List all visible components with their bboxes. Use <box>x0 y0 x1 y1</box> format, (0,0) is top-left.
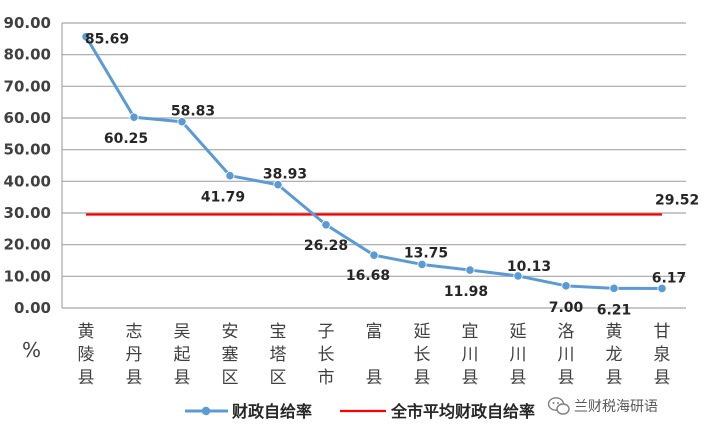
data-label: 41.79 <box>201 190 245 206</box>
x-category-label: 子长市 <box>318 322 335 388</box>
y-tick-label: 20.00 <box>4 236 51 254</box>
average-value-label: 29.52 <box>655 193 699 209</box>
x-category-label: 黄陵县 <box>78 322 95 388</box>
y-tick-label: 10.00 <box>4 267 51 285</box>
legend: 财政自给率 全市平均财政自给率 <box>185 402 535 421</box>
data-point <box>321 220 331 230</box>
data-label: 60.25 <box>104 131 148 147</box>
legend-marker <box>201 406 211 416</box>
x-category-label: 宜川县 <box>462 322 479 388</box>
data-label: 11.98 <box>444 284 488 300</box>
x-category-label: 富县 <box>366 322 383 388</box>
series-group <box>81 32 667 294</box>
data-point <box>369 250 379 260</box>
x-category-label: 延长县 <box>414 322 431 388</box>
x-axis-categories: 黄陵县 志丹县 吴起县 安塞区 宝塔区 子长市 富县 延长县 宜川县 延川县 洛川县 黄龙县 甘泉县 <box>78 322 671 388</box>
data-labels: 85.69 60.25 58.83 41.79 38.93 26.28 16.68 13.75… <box>85 32 686 319</box>
x-category-label: 洛川县 <box>558 322 575 388</box>
data-label: 58.83 <box>171 104 215 120</box>
x-category-label: 宝塔区 <box>270 322 287 388</box>
y-tick-label: 60.00 <box>4 109 51 127</box>
data-point <box>513 271 523 281</box>
x-category-label: 吴起县 <box>174 322 191 388</box>
data-label: 10.13 <box>507 259 551 275</box>
data-point <box>465 265 475 275</box>
x-category-label: 安塞区 <box>222 322 239 388</box>
x-category-label: 甘泉县 <box>654 322 671 388</box>
y-axis-ticks: 0.00 10.00 20.00 30.00 40.00 50.00 60.00 70.00 8… <box>4 14 51 317</box>
data-point <box>177 117 187 127</box>
legend-label-series: 财政自给率 <box>231 402 312 421</box>
data-point <box>225 171 235 181</box>
data-point <box>273 180 283 190</box>
legend-label-average: 全市平均财政自给率 <box>390 402 535 421</box>
data-point <box>657 283 667 294</box>
data-label: 6.17 <box>652 270 687 286</box>
average-line-group: 29.52 <box>86 193 699 216</box>
y-tick-label: 90.00 <box>4 14 51 32</box>
y-tick-label: 40.00 <box>4 172 51 190</box>
data-label: 13.75 <box>404 245 448 261</box>
y-unit-label: % <box>22 338 41 362</box>
data-point <box>609 283 619 293</box>
watermark-text: 兰财税海研语 <box>574 399 658 415</box>
data-point <box>81 32 91 42</box>
data-label: 26.28 <box>304 238 348 254</box>
x-category-label: 延川县 <box>510 322 527 388</box>
gridlines <box>61 22 686 309</box>
data-label: 7.00 <box>549 300 584 316</box>
data-label: 6.21 <box>597 302 632 318</box>
y-tick-label: 0.00 <box>14 299 51 317</box>
data-point <box>417 259 427 270</box>
y-tick-label: 30.00 <box>4 204 51 222</box>
x-category-label: 黄龙县 <box>606 322 623 388</box>
data-label: 16.68 <box>346 268 390 284</box>
data-point <box>561 281 571 291</box>
data-label: 85.69 <box>85 32 129 48</box>
watermark: 兰财税海研语 <box>547 397 658 415</box>
y-tick-label: 50.00 <box>4 141 51 159</box>
data-point <box>129 112 139 122</box>
wechat-icon <box>547 397 570 415</box>
data-label: 38.93 <box>263 167 307 183</box>
y-tick-label: 80.00 <box>4 46 51 64</box>
y-tick-label: 70.00 <box>4 77 51 95</box>
x-category-label: 志丹县 <box>126 322 143 388</box>
